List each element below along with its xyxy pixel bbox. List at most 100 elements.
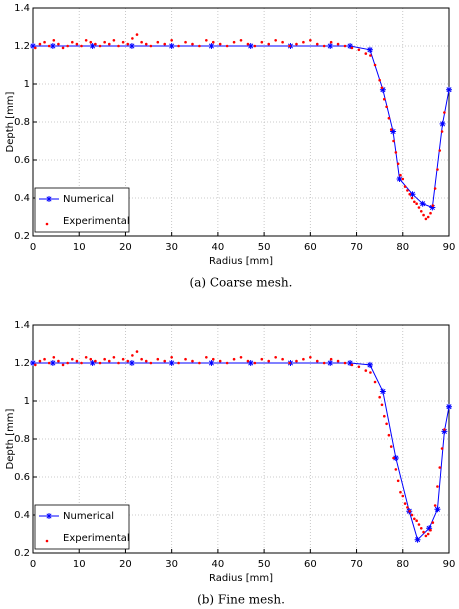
experimental-point (369, 54, 372, 57)
experimental-point (163, 359, 167, 363)
experimental-point (267, 42, 271, 46)
numerical-marker (247, 43, 254, 49)
numerical-marker (434, 506, 441, 513)
experimental-point (343, 361, 347, 365)
experimental-point (253, 361, 257, 365)
experimental-point (309, 39, 312, 42)
experimental-point (396, 479, 400, 483)
experimental-point (232, 357, 236, 361)
x-axis-label: Radius [mm] (209, 573, 273, 584)
numerical-marker (168, 360, 175, 366)
experimental-point (112, 39, 116, 42)
experimental-point (385, 422, 388, 426)
x-tick-label: 90 (443, 559, 456, 570)
experimental-point (315, 42, 319, 46)
experimental-point (232, 40, 236, 44)
numerical-marker (366, 46, 373, 53)
experimental-point (103, 40, 106, 44)
y-tick-label: 1 (24, 79, 30, 90)
experimental-point (431, 204, 435, 207)
experimental-point (61, 46, 65, 50)
experimental-point (191, 42, 194, 46)
experimental-point (253, 44, 257, 48)
experimental-point (61, 363, 65, 367)
experimental-point (373, 63, 377, 67)
numerical-marker (247, 360, 254, 366)
experimental-point (288, 361, 291, 365)
experimental-point (419, 527, 423, 530)
experimental-point (403, 185, 407, 188)
numerical-marker (49, 360, 56, 366)
experimental-point (260, 357, 264, 361)
experimental-point (246, 359, 250, 363)
experimental-point (295, 42, 298, 46)
experimental-point (84, 39, 88, 42)
y-tick-label: 0.6 (14, 155, 30, 166)
chart: 0 10 20 30 40 50 60 70 80 90 0.2 0.4 0.6 0.8 1 1.2 1.4 Ra… (5, 3, 455, 290)
y-tick-label: 0.8 (14, 434, 30, 445)
experimental-point (433, 504, 437, 507)
experimental-point (357, 48, 361, 52)
experimental-point (140, 357, 143, 361)
experimental-point (413, 200, 416, 204)
numerical-marker (89, 360, 96, 366)
experimental-point (89, 357, 93, 361)
numerical-marker (30, 43, 36, 49)
experimental-point (47, 44, 51, 48)
experimental-point (410, 196, 414, 200)
experimental-point (422, 530, 425, 534)
experimental-point (389, 445, 393, 448)
experimental-point (302, 357, 305, 361)
y-tick-label: 1.2 (14, 358, 30, 369)
y-tick-label: 0.4 (14, 193, 30, 204)
experimental-point (274, 39, 277, 42)
experimental-point (191, 359, 194, 363)
experimental-point (281, 357, 284, 361)
legend-label: Experimental (63, 533, 130, 544)
experimental-point (89, 40, 93, 44)
experimental-point (149, 44, 153, 48)
x-tick-label: 0 (30, 559, 36, 570)
numerical-marker (446, 86, 452, 93)
x-tick-label: 80 (396, 559, 409, 570)
experimental-point (336, 359, 340, 363)
experimental-point (440, 447, 444, 450)
experimental-point (98, 44, 102, 48)
experimental-point (382, 97, 386, 101)
experimental-point (80, 361, 83, 365)
experimental-point (443, 428, 446, 431)
numerical-marker (327, 43, 334, 49)
experimental-point (389, 128, 393, 131)
caption: (b) Fine mesh. (197, 593, 285, 607)
experimental-point (426, 532, 430, 536)
experimental-point (149, 361, 153, 365)
legend-symbol (46, 196, 52, 202)
experimental-point (295, 359, 298, 363)
experimental-point (401, 494, 405, 498)
experimental-point (107, 42, 111, 46)
experimental-point (239, 356, 243, 359)
experimental-point (156, 40, 160, 44)
y-tick-label: 1 (24, 396, 30, 407)
experimental-point (225, 361, 229, 365)
caption: (a) Coarse mesh. (190, 276, 293, 290)
x-tick-label: 30 (165, 242, 178, 253)
numerical-marker (208, 360, 215, 366)
x-tick-label: 60 (304, 559, 317, 570)
experimental-point (378, 78, 381, 82)
experimental-point (66, 361, 69, 365)
numerical-marker (327, 360, 334, 366)
experimental-point (438, 149, 442, 152)
x-tick-label: 40 (212, 559, 225, 570)
numerical-marker (347, 360, 354, 366)
chart: 0 10 20 30 40 50 60 70 80 90 0.2 0.4 0.6 0.8 1 1.2 1.4 Ra… (5, 320, 455, 607)
experimental-point (34, 46, 37, 50)
experimental-point (394, 151, 398, 154)
experimental-point (357, 365, 361, 369)
experimental-point (205, 356, 208, 359)
x-tick-label: 10 (73, 559, 86, 570)
y-tick-label: 0.4 (14, 510, 30, 521)
experimental-point (350, 363, 354, 367)
experimental-point (94, 42, 97, 46)
experimental-point (260, 40, 264, 44)
